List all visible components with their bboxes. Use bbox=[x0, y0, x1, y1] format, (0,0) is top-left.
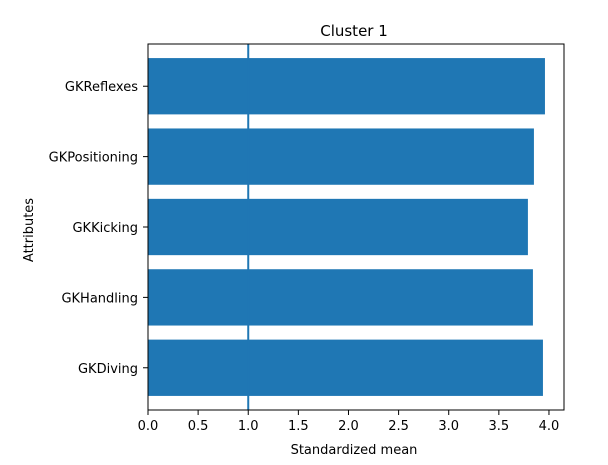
y-tick-label: GKPositioning bbox=[49, 151, 138, 166]
bar-gkreflexes bbox=[148, 58, 545, 115]
x-tick-label: 2.0 bbox=[338, 419, 359, 434]
x-tick-label: 3.5 bbox=[488, 419, 509, 434]
x-axis-title: Standardized mean bbox=[291, 443, 418, 458]
x-tick-label: 2.5 bbox=[388, 419, 409, 434]
x-tick-label: 1.5 bbox=[288, 419, 309, 434]
chart-title: Cluster 1 bbox=[320, 22, 388, 40]
bar-gkkicking bbox=[148, 198, 528, 256]
x-axis-ticks: 0.0 0.5 1.0 1.5 2.0 2.5 3.0 3.5 4.0 bbox=[138, 410, 560, 434]
x-tick-label: 4.0 bbox=[539, 419, 560, 434]
x-tick-label: 3.0 bbox=[438, 419, 459, 434]
x-tick-label: 0.0 bbox=[138, 419, 159, 434]
bar-gkpositioning bbox=[148, 128, 534, 185]
y-tick-label: GKReflexes bbox=[65, 80, 138, 95]
y-axis-ticks: GKDiving GKHandling GKKicking GKPositioning… bbox=[49, 80, 148, 377]
x-tick-label: 0.5 bbox=[188, 419, 209, 434]
x-tick-label: 1.0 bbox=[238, 419, 259, 434]
bars-group bbox=[148, 58, 545, 396]
y-axis-title: Attributes bbox=[22, 198, 37, 262]
bar-gkhandling bbox=[148, 269, 533, 326]
y-tick-label: GKKicking bbox=[72, 221, 138, 236]
bar-gkdiving bbox=[148, 339, 543, 396]
y-tick-label: GKHandling bbox=[61, 291, 138, 306]
y-tick-label: GKDiving bbox=[78, 362, 138, 377]
